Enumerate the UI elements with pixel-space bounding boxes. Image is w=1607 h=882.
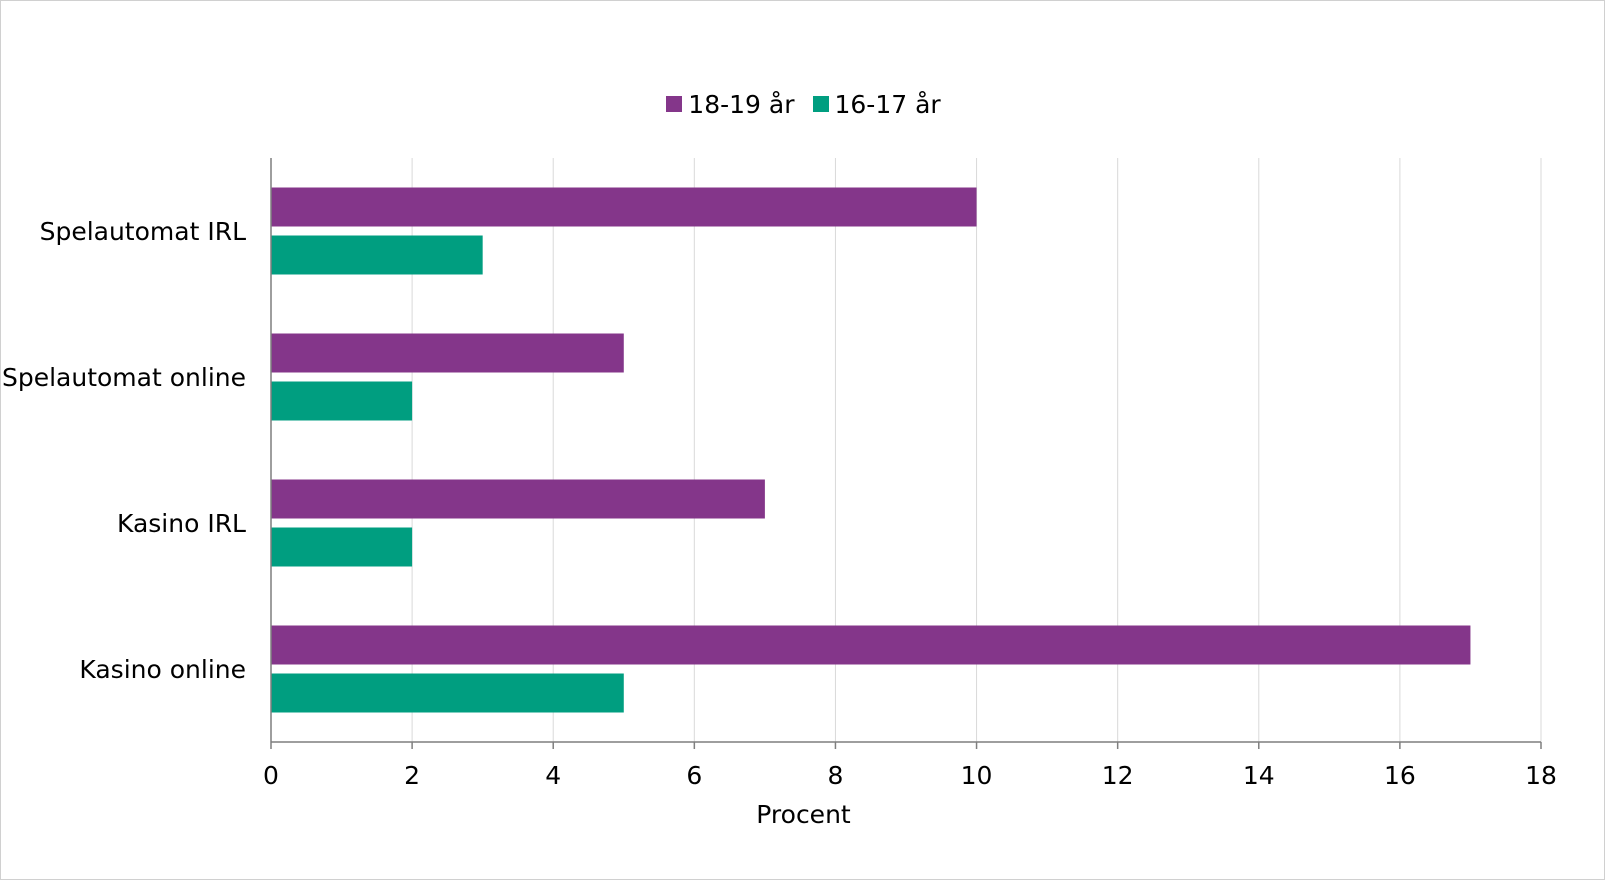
x-tick-label: 4 [545,761,561,790]
bar-series-1 [271,333,624,373]
x-tick-label: 18 [1525,761,1557,790]
y-tick-label: Spelautomat online [2,363,246,392]
y-tick-label: Kasino online [79,655,246,684]
legend: 18-19 år 16-17 år [0,84,1607,124]
x-tick-label: 6 [686,761,702,790]
x-tick-label: 8 [827,761,843,790]
y-tick-label: Spelautomat IRL [40,217,246,246]
bar-series-1 [271,625,1471,665]
legend-swatch-series-1 [666,96,683,112]
legend-item-series-2: 16-17 år [812,89,941,119]
y-tick-label: Kasino IRL [117,509,246,538]
x-tick-label: 0 [263,761,279,790]
legend-label-series-1: 18-19 år [688,89,795,119]
x-axis-title: Procent [756,800,851,829]
bar-series-1 [271,479,765,519]
bar-series-2 [271,381,413,421]
legend-label-series-2: 16-17 år [834,89,941,119]
x-tick-label: 16 [1384,761,1416,790]
bar-series-2 [271,235,483,275]
x-tick-label: 2 [404,761,420,790]
bar-series-1 [271,187,977,227]
x-tick-label: 10 [961,761,993,790]
legend-item-series-1: 18-19 år [666,89,795,119]
x-tick-label: 14 [1243,761,1275,790]
legend-swatch-series-2 [812,96,829,112]
bar-series-2 [271,527,413,567]
x-tick-label: 12 [1102,761,1134,790]
bar-series-2 [271,673,624,713]
